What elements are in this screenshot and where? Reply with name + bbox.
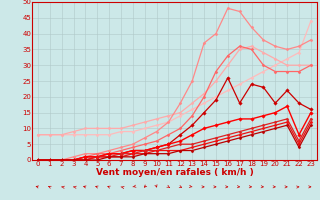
X-axis label: Vent moyen/en rafales ( km/h ): Vent moyen/en rafales ( km/h ) xyxy=(96,168,253,177)
